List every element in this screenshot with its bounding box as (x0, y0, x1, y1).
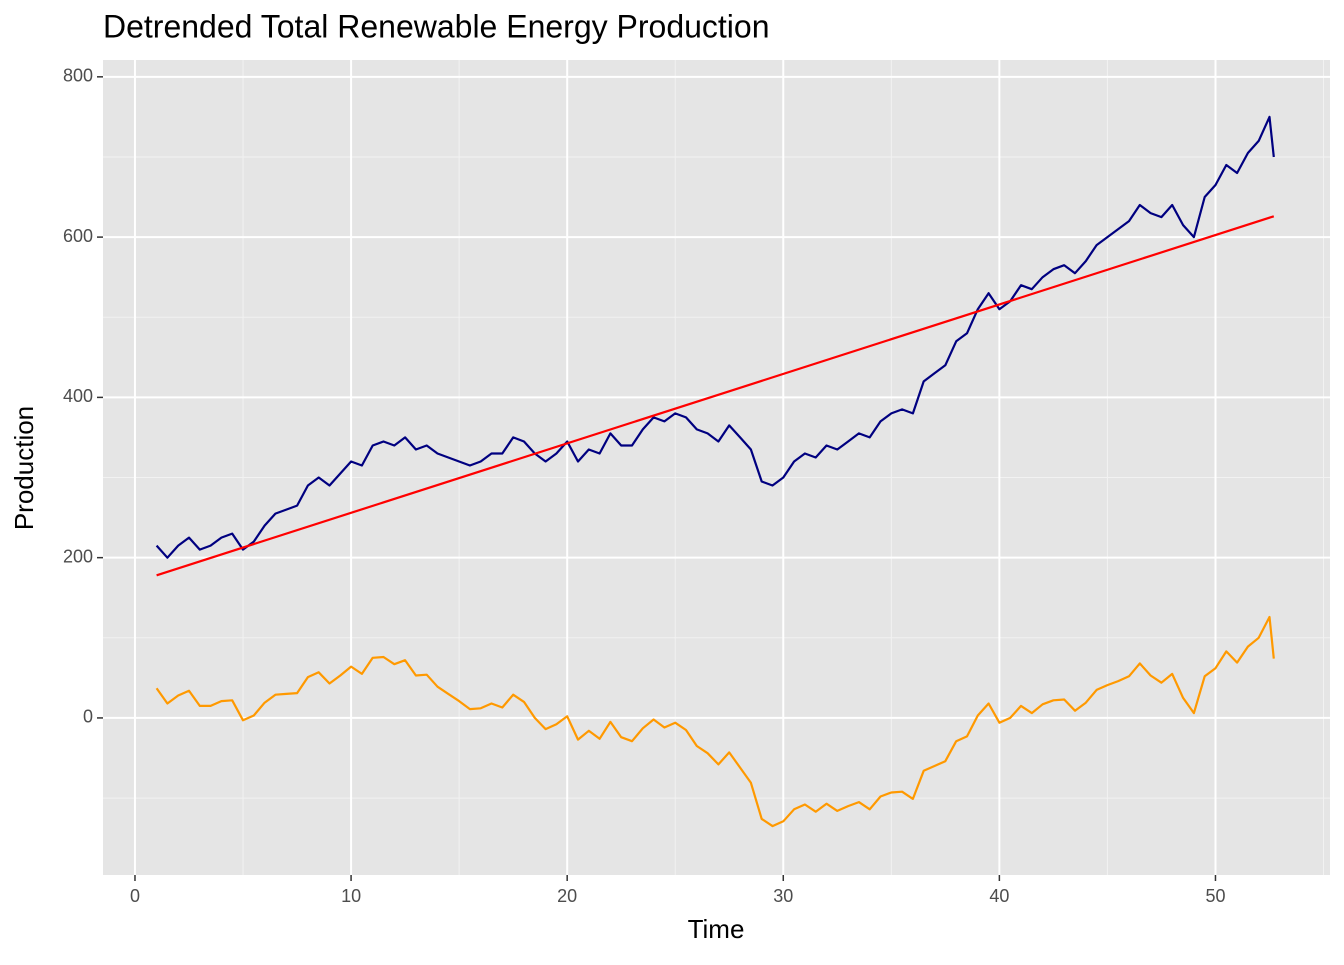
plot-panel (103, 60, 1330, 875)
y-tick-label: 200 (63, 546, 93, 566)
y-axis-title: Production (9, 406, 39, 530)
y-tick-label: 400 (63, 386, 93, 406)
x-axis-title: Time (688, 914, 745, 944)
y-tick-label: 0 (83, 707, 93, 727)
series-line (155, 615, 1275, 828)
x-tick-label: 50 (1205, 886, 1225, 906)
y-tick-label: 600 (63, 226, 93, 246)
series-line (155, 115, 1275, 559)
series-line (156, 215, 1275, 577)
x-tick-label: 30 (773, 886, 793, 906)
x-tick-label: 40 (989, 886, 1009, 906)
x-tick-label: 0 (130, 886, 140, 906)
x-tick-label: 10 (341, 886, 361, 906)
grid (103, 60, 1330, 875)
chart-title: Detrended Total Renewable Energy Product… (103, 8, 770, 44)
y-tick-label: 800 (63, 66, 93, 86)
x-tick-label: 20 (557, 886, 577, 906)
marks (155, 115, 1275, 828)
